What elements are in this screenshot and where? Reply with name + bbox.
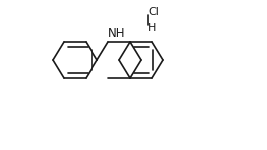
Text: H: H <box>148 23 156 33</box>
Text: NH: NH <box>108 27 125 40</box>
Text: Cl: Cl <box>148 7 159 17</box>
